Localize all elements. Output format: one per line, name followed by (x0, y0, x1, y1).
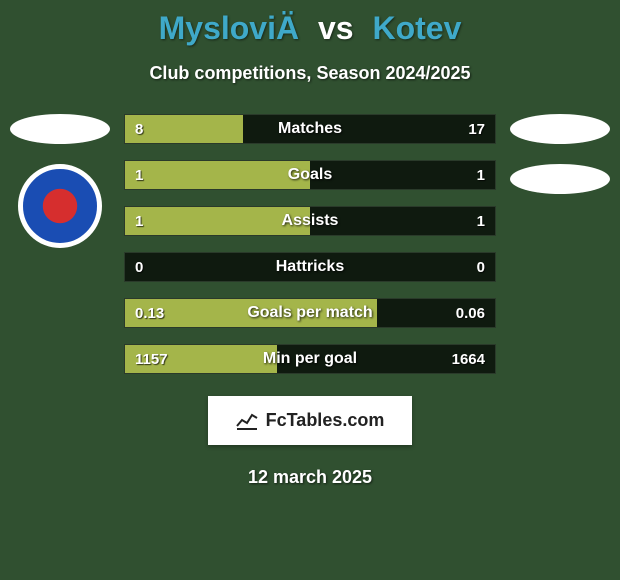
bar-label: Goals (125, 166, 495, 184)
bar-value-right: 1 (477, 167, 485, 184)
subtitle: Club competitions, Season 2024/2025 (149, 63, 470, 84)
bar-value-right: 17 (468, 121, 485, 138)
player2-name: Kotev (372, 10, 461, 46)
bar-label: Goals per match (125, 304, 495, 322)
brand-badge[interactable]: FcTables.com (208, 396, 413, 445)
stat-bar-row: 1Goals1 (124, 160, 496, 190)
vs-label: vs (318, 10, 354, 46)
club-badge-inner (30, 176, 90, 236)
player1-name: MysloviÄ (159, 10, 299, 46)
bar-label: Matches (125, 120, 495, 138)
stat-bar-row: 0Hattricks0 (124, 252, 496, 282)
player1-club-badge (18, 164, 102, 248)
page-title: MysloviÄ vs Kotev (159, 10, 462, 47)
comparison-infographic: MysloviÄ vs Kotev Club competitions, Sea… (0, 0, 620, 580)
brand-text: FcTables.com (266, 410, 385, 431)
player2-secondary-placeholder (510, 164, 610, 194)
date-line: 12 march 2025 (248, 467, 372, 488)
bar-label: Assists (125, 212, 495, 230)
stat-bars: 8Matches171Goals11Assists10Hattricks00.1… (124, 114, 496, 374)
left-column (8, 114, 112, 248)
bar-label: Hattricks (125, 258, 495, 276)
stat-bar-row: 8Matches17 (124, 114, 496, 144)
stat-bar-row: 1Assists1 (124, 206, 496, 236)
stat-bar-row: 0.13Goals per match0.06 (124, 298, 496, 328)
player2-avatar-placeholder (510, 114, 610, 144)
bar-value-right: 0.06 (456, 305, 485, 322)
right-column (508, 114, 612, 194)
bar-value-right: 1 (477, 213, 485, 230)
stat-bar-row: 1157Min per goal1664 (124, 344, 496, 374)
bar-value-right: 1664 (452, 351, 485, 368)
bar-value-right: 0 (477, 259, 485, 276)
brand-chart-icon (236, 412, 258, 430)
player1-avatar-placeholder (10, 114, 110, 144)
bar-label: Min per goal (125, 350, 495, 368)
content-row: 8Matches171Goals11Assists10Hattricks00.1… (0, 114, 620, 374)
